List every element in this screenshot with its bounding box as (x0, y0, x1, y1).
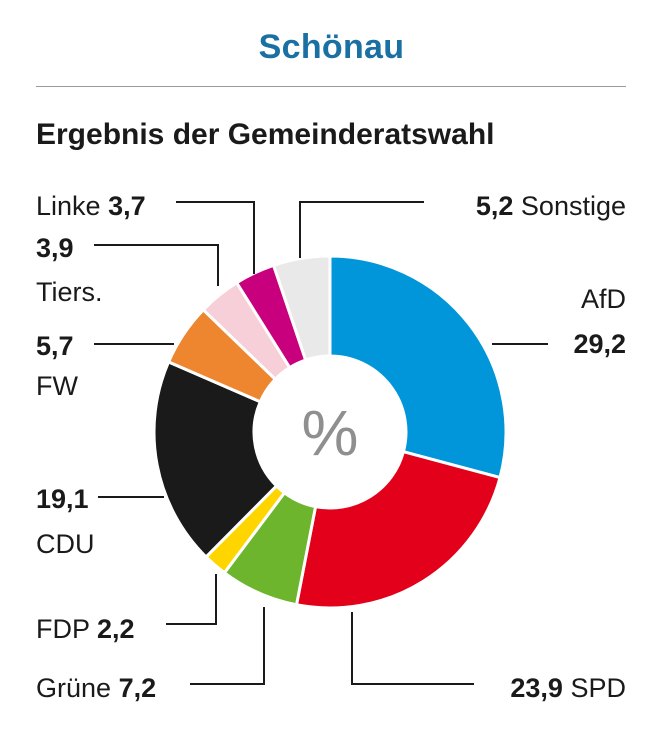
label-value-fdp: 2,2 (97, 614, 135, 644)
chart-subtitle: Ergebnis der Gemeinderatswahl (36, 118, 495, 151)
label-tiers: Tiers. (36, 277, 103, 307)
slice-afd (328, 254, 508, 480)
title-divider (36, 86, 626, 87)
page-title: Schönau (258, 28, 405, 66)
label-value-afd: 29,2 (573, 329, 626, 359)
leader-line-gruene (190, 607, 265, 685)
label-space (513, 191, 521, 221)
leader-line-linke (176, 201, 255, 274)
label-value-tiers: 3,9 (36, 233, 74, 263)
slice-cdu (152, 359, 279, 560)
label-name-cdu: CDU (36, 529, 95, 559)
label-value-fw: 5,7 (36, 331, 74, 361)
label-name-gruene: Grüne (36, 673, 111, 703)
label-linke: Linke 3,7 (36, 191, 146, 221)
label-name-fw: FW (36, 371, 78, 401)
slice-sonstige (271, 254, 332, 362)
label-space (563, 673, 571, 703)
label-afd: AfD (581, 284, 626, 314)
label-space (90, 614, 98, 644)
label-value-cdu: 19,1 (36, 484, 89, 514)
slice-spd (294, 449, 502, 610)
label-name-afd: AfD (581, 284, 626, 314)
label-afd: 29,2 (573, 329, 626, 359)
label-value-sonstige: 5,2 (476, 191, 514, 221)
label-spd: 23,9 SPD (510, 673, 626, 703)
label-space (101, 191, 109, 221)
label-fw: 5,7 (36, 331, 74, 361)
label-tiers: 3,9 (36, 233, 74, 263)
label-name-fdp: FDP (36, 614, 90, 644)
leader-line-sonstige (299, 201, 424, 258)
label-sonstige: 5,2 Sonstige (476, 191, 626, 221)
label-value-spd: 23,9 (510, 673, 563, 703)
label-space (111, 673, 119, 703)
label-fw: FW (36, 371, 78, 401)
label-cdu: 19,1 (36, 484, 89, 514)
label-value-linke: 3,7 (108, 191, 146, 221)
leader-line-tiers (94, 244, 219, 286)
leader-line-fdp (166, 574, 217, 625)
center-percent-label: % (302, 397, 359, 469)
leader-line-spd (351, 612, 474, 685)
label-name-spd: SPD (570, 673, 626, 703)
label-value-gruene: 7,2 (119, 673, 157, 703)
label-name-tiers: Tiers. (36, 277, 103, 307)
label-name-linke: Linke (36, 191, 101, 221)
label-fdp: FDP 2,2 (36, 614, 135, 644)
label-cdu: CDU (36, 529, 95, 559)
label-name-sonstige: Sonstige (521, 191, 626, 221)
label-gruene: Grüne 7,2 (36, 673, 156, 703)
